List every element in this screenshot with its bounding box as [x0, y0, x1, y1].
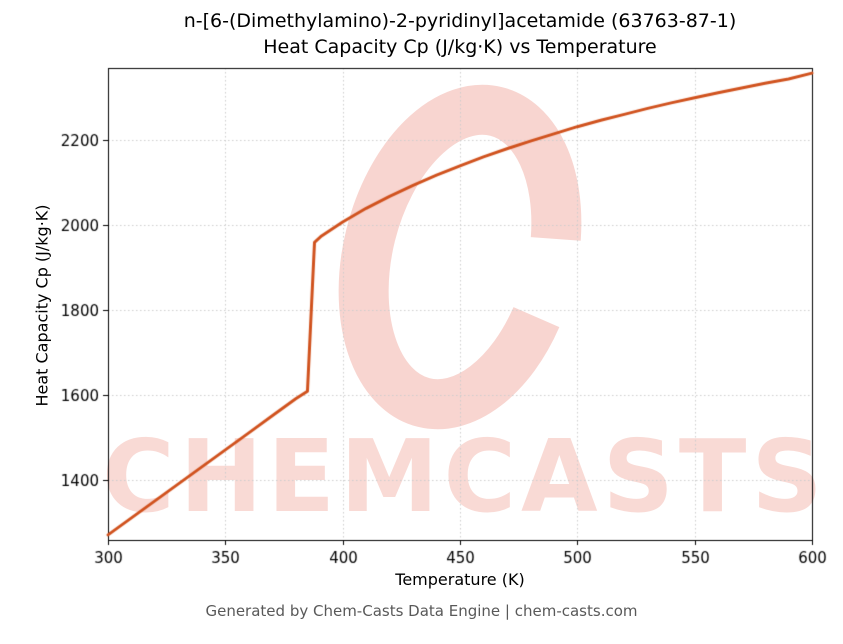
footer-attribution: Generated by Chem-Casts Data Engine | ch…	[205, 602, 638, 620]
y-axis-label: Heat Capacity Cp (J/kg·K)	[32, 204, 52, 407]
chart-title: n-[6-(Dimethylamino)-2-pyridinyl]acetami…	[183, 10, 737, 32]
chart-title-block: n-[6-(Dimethylamino)-2-pyridinyl]acetami…	[108, 8, 812, 60]
x-axis-label: Temperature (K)	[395, 570, 525, 589]
chart-subtitle: Heat Capacity Cp (J/kg·K) vs Temperature	[263, 36, 657, 58]
